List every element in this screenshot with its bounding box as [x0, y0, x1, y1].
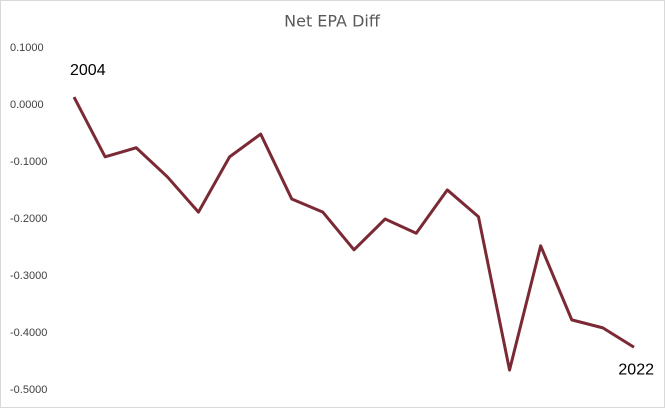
line — [72, 96, 635, 372]
y-tick-label: 0.1000 — [10, 42, 44, 54]
y-tick-label: -0.1000 — [10, 156, 47, 168]
annotation: 2004 — [70, 62, 106, 79]
y-tick-label: -0.3000 — [10, 270, 47, 282]
y-tick-label: 0.0000 — [10, 99, 44, 111]
annotation: 2022 — [618, 361, 654, 378]
y-tick-label: -0.4000 — [10, 327, 47, 339]
y-tick-label: -0.5000 — [10, 384, 47, 396]
y-tick-label: -0.2000 — [10, 213, 47, 225]
chart-title: Net EPA Diff — [284, 12, 381, 31]
